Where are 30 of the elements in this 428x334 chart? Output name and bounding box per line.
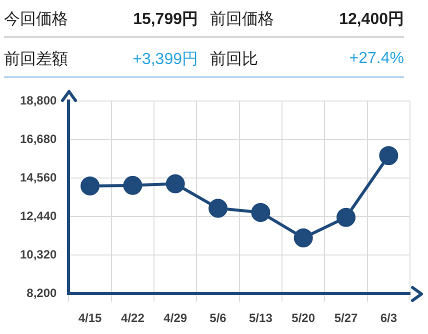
x-tick-label: 5/13 [249, 311, 273, 326]
y-tick-label: 12,440 [20, 208, 58, 223]
x-tick-label: 5/6 [210, 311, 227, 326]
y-tick-label: 10,320 [20, 247, 58, 262]
text: +27.4% [348, 50, 404, 68]
point [379, 146, 398, 166]
text: 今回価格 [4, 10, 69, 30]
y-tick-label: 8,200 [26, 286, 58, 300]
text: +3,399円 [132, 50, 198, 70]
text: 前回比 [210, 50, 259, 70]
point [294, 228, 313, 248]
x-tick-label: 4/15 [78, 311, 102, 326]
x-tick-label: 5/20 [292, 311, 316, 326]
y-tick-label: 16,680 [20, 132, 58, 146]
text: 前回価格 [210, 10, 275, 30]
text: 前回差額 [4, 50, 69, 70]
point [166, 174, 185, 194]
x-tick-label: 6/3 [380, 311, 398, 326]
point [208, 198, 228, 218]
point [251, 202, 270, 222]
y-tick-label: 18,800 [20, 94, 58, 108]
point [80, 176, 100, 196]
point [336, 208, 356, 227]
x-tick-label: 4/22 [121, 311, 145, 326]
x-tick-label: 5/27 [334, 311, 358, 326]
x-tick-label: 4/29 [164, 311, 188, 326]
y-tick-label: 14,560 [20, 170, 58, 184]
text: 12,400円 [338, 10, 404, 30]
text: 15,799円 [132, 10, 198, 30]
point [123, 176, 142, 195]
